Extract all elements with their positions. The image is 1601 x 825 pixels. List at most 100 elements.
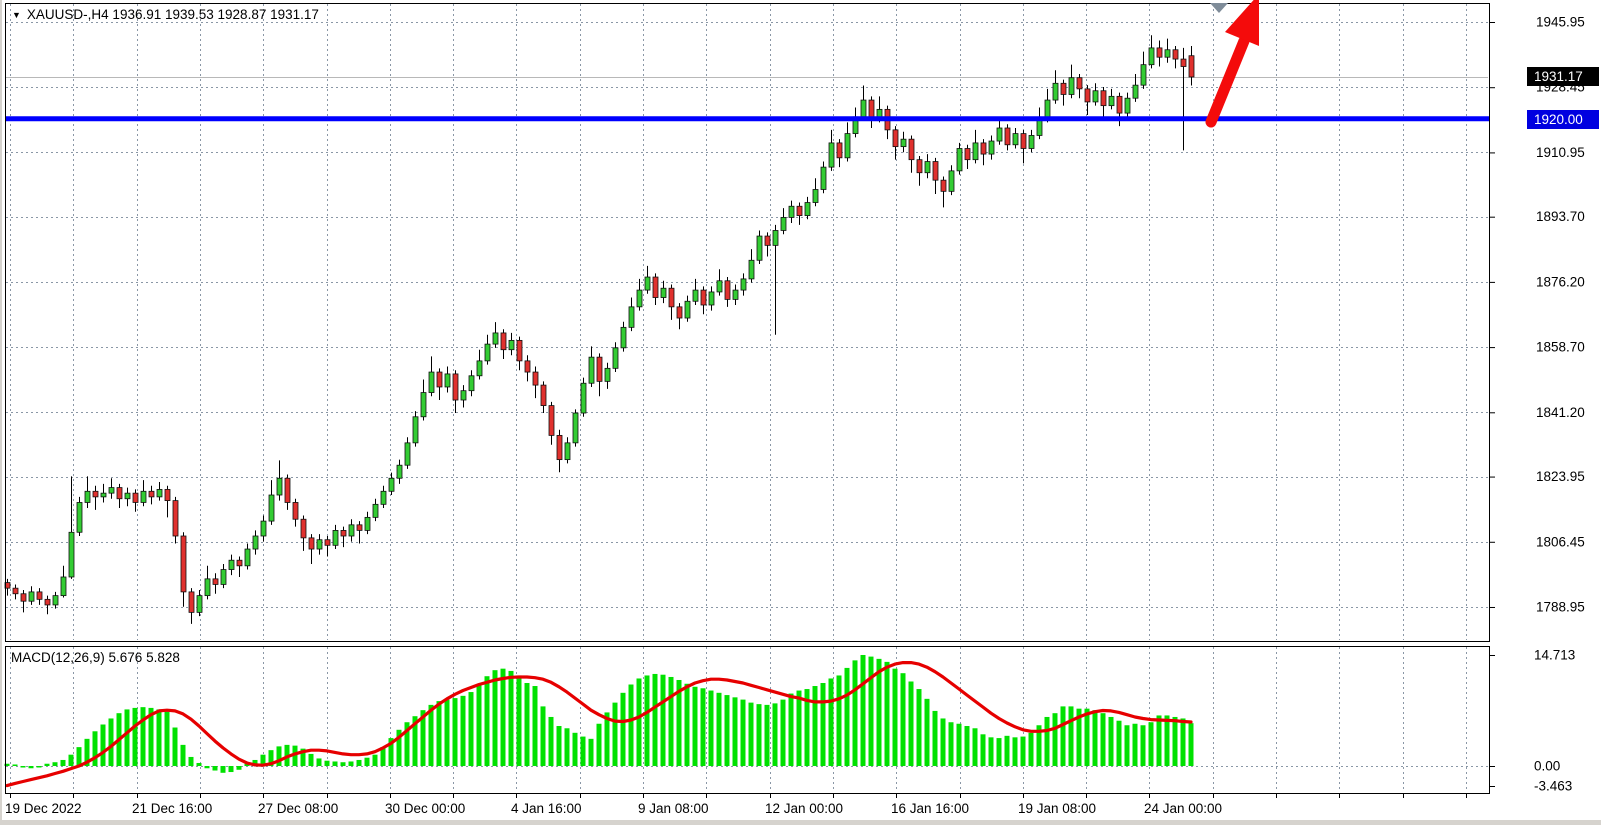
bullish-candle (1148, 47, 1155, 66)
macd-histogram-bar (1028, 732, 1034, 766)
bearish-candle (1100, 90, 1107, 107)
macd-histogram-bar (812, 686, 818, 766)
macd-histogram-bar (1092, 710, 1098, 766)
macd-histogram-bar (644, 675, 650, 766)
bullish-candle (204, 578, 211, 597)
macd-histogram-bar (628, 684, 634, 766)
bullish-candle (52, 595, 59, 606)
bullish-candle (692, 289, 699, 302)
bid-price-badge: 1931.17 (1527, 67, 1599, 86)
macd-histogram-bar (876, 658, 882, 766)
macd-histogram-bar (820, 683, 826, 766)
macd-axis-label: 0.00 (1534, 759, 1560, 774)
bullish-candle (84, 490, 91, 503)
bullish-candle (276, 477, 283, 496)
bullish-candle (1028, 135, 1035, 149)
bearish-candle (180, 535, 187, 593)
time-axis-label: 4 Jan 16:00 (511, 801, 582, 816)
bullish-candle (1108, 95, 1115, 107)
macd-histogram-bar (692, 686, 698, 766)
macd-histogram-bar (844, 667, 850, 766)
bearish-candle (1060, 82, 1067, 95)
bullish-candle (404, 442, 411, 466)
macd-histogram-bar (156, 709, 162, 766)
bearish-candle (516, 339, 523, 362)
price-axis-label: 1788.95 (1536, 599, 1585, 614)
bullish-candle (588, 356, 595, 384)
macd-histogram-bar (492, 670, 498, 766)
bearish-candle (452, 373, 459, 401)
arrow-shaft (1205, 35, 1250, 128)
macd-histogram-bar (1124, 725, 1130, 766)
bearish-candle (36, 591, 43, 600)
bearish-candle (44, 598, 51, 606)
macd-histogram-bar (980, 734, 986, 766)
bearish-candle (980, 142, 987, 155)
macd-histogram-bar (708, 690, 714, 766)
macd-histogram-bar (916, 689, 922, 766)
price-axis-label: 1806.45 (1536, 534, 1585, 549)
bearish-candle (1188, 55, 1195, 78)
macd-histogram-bar (348, 761, 354, 766)
bearish-candle (524, 360, 531, 373)
bullish-candle (468, 375, 475, 392)
bullish-candle (428, 371, 435, 393)
bullish-candle (484, 343, 491, 362)
time-axis-label: 16 Jan 16:00 (891, 801, 969, 816)
symbol-dropdown-icon[interactable]: ▼ (12, 9, 21, 20)
bullish-candle (252, 535, 259, 550)
bearish-candle (148, 490, 155, 498)
bullish-candle (732, 289, 739, 300)
bearish-candle (796, 205, 803, 216)
macd-histogram-bar (948, 722, 954, 766)
bearish-candle (676, 306, 683, 319)
bullish-candle (1164, 49, 1171, 58)
bearish-candle (500, 332, 507, 351)
bearish-candle (1180, 58, 1187, 67)
bullish-candle (372, 503, 379, 518)
bearish-candle (940, 179, 947, 192)
chart-title: ▼ XAUUSD-,H4 1936.91 1939.53 1928.87 193… (12, 7, 319, 22)
macd-histogram-bar (772, 703, 778, 766)
macd-histogram-bar (964, 726, 970, 766)
macd-histogram-bar (188, 756, 194, 766)
bullish-candle (228, 559, 235, 570)
macd-histogram-bar (836, 675, 842, 766)
bearish-candle (212, 578, 219, 585)
macd-histogram-bar (972, 728, 978, 766)
bullish-candle (316, 539, 323, 550)
macd-histogram-bar (108, 718, 114, 766)
bearish-candle (724, 280, 731, 300)
price-axis-label: 1841.20 (1536, 405, 1585, 420)
gridlines-layer (6, 4, 1488, 792)
time-axis[interactable]: 19 Dec 2022 21 Dec 16:00 27 Dec 08:00 30 De… (5, 793, 1467, 816)
macd-histogram-bar (524, 683, 530, 766)
bullish-candle (612, 347, 619, 369)
bullish-candle (100, 492, 107, 498)
macd-histogram-bar (404, 722, 410, 766)
main-panel-border (5, 3, 1490, 642)
bullish-candle (780, 217, 787, 231)
macd-histogram-bar (1036, 725, 1042, 766)
macd-histogram-bar (500, 668, 506, 766)
up-arrow-annotation[interactable] (1205, 0, 1259, 128)
bullish-candle (108, 487, 115, 494)
bullish-candle (68, 531, 75, 578)
bullish-candle (604, 367, 611, 382)
price-axis-label: 1858.70 (1536, 340, 1585, 355)
macd-histogram-bar (788, 693, 794, 766)
price-axis-label: 1823.95 (1536, 469, 1585, 484)
bearish-candle (1084, 88, 1091, 103)
bullish-candle (444, 373, 451, 388)
macd-histogram-bar (660, 674, 666, 766)
macd-axis-label: 14.713 (1534, 647, 1575, 662)
macd-histogram-bar (1164, 715, 1170, 766)
macd-histogram-bar (276, 746, 282, 766)
macd-histogram-bar (884, 661, 890, 766)
bullish-candle (924, 161, 931, 174)
bullish-candle (1140, 64, 1147, 86)
macd-histogram-bar (540, 706, 546, 766)
macd-histogram-bar (468, 692, 474, 766)
